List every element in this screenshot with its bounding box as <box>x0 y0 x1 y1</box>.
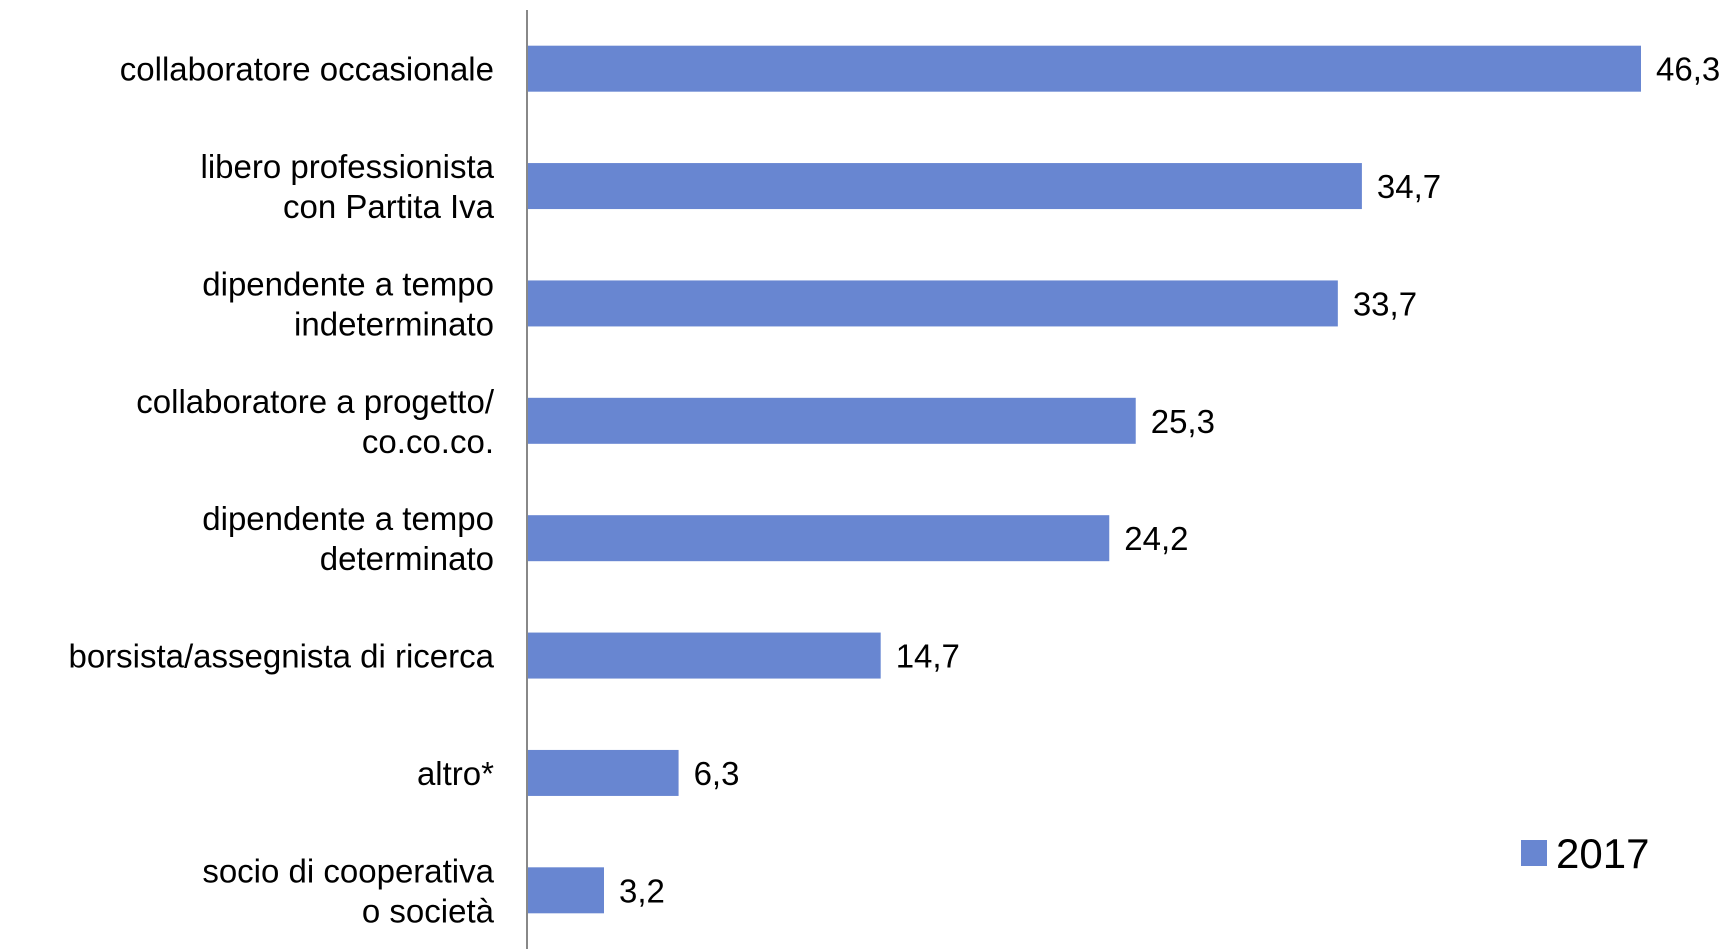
legend-label-2017: 2017 <box>1556 830 1649 877</box>
bar-3 <box>527 397 1136 444</box>
bar-1 <box>527 163 1362 210</box>
value-label-4: 24,2 <box>1124 520 1188 557</box>
bar-5 <box>527 632 881 679</box>
bar-6 <box>527 749 679 796</box>
bar-7 <box>527 867 604 914</box>
value-label-1: 34,7 <box>1377 168 1441 205</box>
legend-swatch-2017 <box>1521 840 1547 866</box>
bar-0 <box>527 45 1641 92</box>
bars-layer <box>527 45 1641 914</box>
category-label-3-line-1: co.co.co. <box>362 423 494 460</box>
value-label-3: 25,3 <box>1151 403 1215 440</box>
category-label-1-line-0: libero professionista <box>201 148 495 185</box>
category-label-7-line-1: o società <box>362 892 495 929</box>
bar-4 <box>527 515 1110 562</box>
category-labels: collaboratore occasionale libero professi… <box>68 51 494 930</box>
legend: 2017 <box>1521 830 1649 877</box>
category-label-3-line-0: collaboratore a progetto/ <box>136 383 495 420</box>
category-label-5: borsista/assegnista di ricerca <box>68 638 494 675</box>
category-label-2-line-1: indeterminato <box>294 305 494 342</box>
category-label-4-line-0: dipendente a tempo <box>202 500 494 537</box>
value-label-0: 46,3 <box>1656 51 1720 88</box>
category-label-2-line-0: dipendente a tempo <box>202 265 494 302</box>
value-labels: 46,3 34,7 33,7 25,3 24,2 14,7 6,3 3,2 <box>619 51 1720 910</box>
value-label-5: 14,7 <box>896 638 960 675</box>
value-label-7: 3,2 <box>619 872 665 909</box>
value-label-2: 33,7 <box>1353 285 1417 322</box>
bar-2 <box>527 280 1338 327</box>
category-label-1-line-1: con Partita Iva <box>283 188 495 225</box>
category-label-0: collaboratore occasionale <box>120 51 494 88</box>
value-label-6: 6,3 <box>694 755 740 792</box>
category-label-6: altro* <box>417 755 494 792</box>
category-label-4-line-1: determinato <box>320 540 494 577</box>
category-label-7-line-0: socio di cooperativa <box>202 852 494 889</box>
